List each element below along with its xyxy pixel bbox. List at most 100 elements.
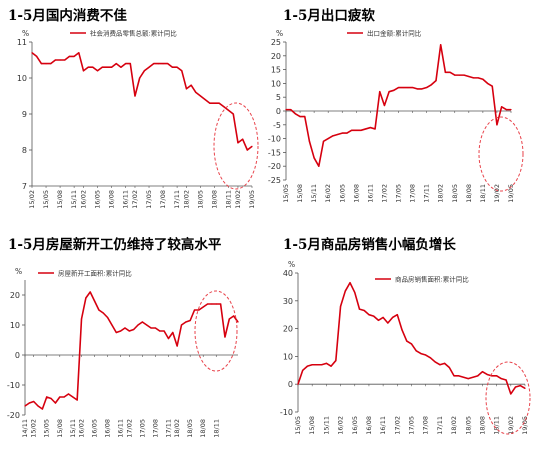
data-point	[462, 376, 465, 378]
data-point	[421, 88, 423, 90]
x-tick-label: 15/08	[308, 416, 316, 435]
chart-panel-exports: 1-5月出口疲软 -25 -20 -15 -10 -5 0 5 10 15 20 25% 15/05 1…	[268, 0, 550, 229]
y-tick-label: 9	[22, 110, 27, 119]
y-tick-label: 8	[22, 146, 27, 155]
data-point	[440, 44, 442, 46]
data-point	[242, 138, 244, 140]
x-tick-label: 18/02	[450, 416, 458, 435]
data-point	[332, 135, 334, 137]
data-point	[491, 375, 493, 377]
data-point	[321, 364, 323, 366]
data-point	[458, 375, 460, 377]
series-line	[31, 52, 253, 151]
data-point	[316, 364, 318, 366]
data-point	[458, 74, 461, 76]
x-tick-label: 17/08	[151, 419, 159, 438]
x-tick-label: 16/08	[352, 184, 360, 203]
data-point	[124, 327, 126, 329]
property-sales-chart: -10 0 10 20 30 40% 15/05 15/08 15/11 16/02 16/05 16…	[280, 260, 531, 435]
data-point	[354, 291, 356, 294]
x-tick-label: 17/08	[409, 184, 417, 203]
data-point	[294, 113, 296, 115]
data-point	[410, 343, 413, 345]
data-point	[120, 330, 122, 332]
legend-label: 商品房销售面积:累计同比	[395, 275, 469, 284]
chart-title: 1-5月出口疲软	[283, 8, 375, 24]
data-point	[50, 397, 52, 400]
data-point	[67, 393, 70, 395]
data-point	[500, 378, 502, 380]
data-point	[491, 85, 493, 87]
data-point	[251, 145, 253, 147]
data-point	[377, 319, 379, 321]
data-point	[181, 70, 183, 72]
y-tick-label: 10	[17, 74, 27, 83]
data-point	[68, 55, 71, 58]
data-point	[449, 71, 451, 73]
data-point	[383, 104, 386, 107]
x-tick-label: 19/05	[521, 416, 529, 435]
data-point	[120, 66, 122, 68]
x-tick-label: 16/02	[324, 184, 332, 203]
data-point	[148, 66, 150, 68]
data-point	[115, 331, 117, 334]
data-point	[89, 291, 91, 293]
data-point	[224, 336, 226, 338]
data-point	[159, 330, 161, 332]
data-point	[180, 324, 183, 326]
data-point	[193, 309, 196, 311]
data-point	[482, 78, 484, 80]
data-point	[150, 327, 152, 329]
x-tick-label: 16/05	[94, 190, 102, 209]
data-point	[435, 80, 437, 82]
data-point	[313, 157, 315, 159]
y-tick-label: 7	[22, 182, 27, 191]
x-tick-label: 16/02	[337, 416, 345, 435]
legend-label: 出口金额:累计同比	[367, 29, 422, 38]
data-point	[82, 70, 85, 72]
data-point	[302, 369, 304, 371]
data-point	[146, 324, 148, 326]
data-point	[171, 66, 174, 68]
data-point	[351, 129, 353, 131]
y-unit-label: %	[15, 267, 22, 276]
x-tick-label: 15/05	[42, 190, 50, 209]
x-tick-label: 18/05	[186, 419, 194, 438]
y-tick-label: 0	[276, 107, 281, 116]
data-point	[311, 364, 313, 366]
data-point	[202, 306, 204, 308]
x-tick-label: 19/02	[507, 416, 515, 435]
y-tick-label: 30	[283, 297, 293, 306]
data-point	[349, 282, 351, 284]
legend-label: 房屋新开工面积:累计同比	[58, 269, 132, 278]
data-point	[468, 75, 470, 78]
data-point	[524, 387, 526, 389]
x-tick-label: 18/02	[437, 184, 445, 203]
x-tick-label: 15/08	[56, 190, 64, 209]
data-point	[31, 52, 33, 54]
data-point	[344, 290, 346, 292]
series-line	[24, 291, 239, 410]
data-point	[167, 337, 170, 340]
data-point	[59, 59, 61, 61]
data-point	[391, 316, 394, 319]
data-point	[496, 124, 498, 126]
data-point	[355, 129, 357, 131]
x-tick-label: 15/05	[294, 416, 302, 435]
data-point	[346, 132, 348, 134]
x-tick-label: 19/02	[493, 184, 501, 203]
data-point	[374, 128, 376, 130]
x-tick-label: 16/08	[104, 419, 112, 438]
y-tick-label: -10	[7, 381, 20, 390]
data-point	[363, 309, 365, 312]
data-point	[172, 331, 174, 334]
x-tick-label: 16/11	[366, 184, 374, 203]
data-point	[477, 77, 479, 79]
data-point	[195, 91, 197, 93]
data-point	[448, 366, 450, 369]
data-point	[176, 66, 178, 68]
data-point	[481, 371, 484, 373]
highlight-circle	[194, 290, 238, 372]
data-point	[429, 357, 432, 359]
data-point	[64, 59, 66, 61]
